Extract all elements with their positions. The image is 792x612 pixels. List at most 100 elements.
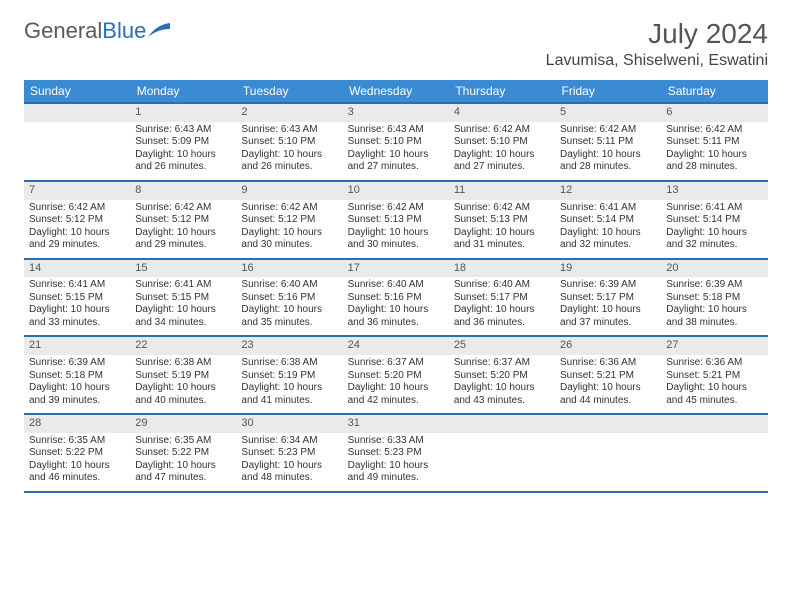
- day-details: Sunrise: 6:41 AMSunset: 5:14 PMDaylight:…: [555, 200, 661, 258]
- calendar-cell: 23Sunrise: 6:38 AMSunset: 5:19 PMDayligh…: [236, 336, 342, 414]
- day-details: Sunrise: 6:34 AMSunset: 5:23 PMDaylight:…: [236, 433, 342, 491]
- calendar-cell: 18Sunrise: 6:40 AMSunset: 5:17 PMDayligh…: [449, 259, 555, 337]
- day-details: Sunrise: 6:39 AMSunset: 5:18 PMDaylight:…: [661, 277, 767, 335]
- day-details: Sunrise: 6:41 AMSunset: 5:15 PMDaylight:…: [24, 277, 130, 335]
- day-details: Sunrise: 6:42 AMSunset: 5:12 PMDaylight:…: [130, 200, 236, 258]
- daylight-line: Daylight: 10 hours and 48 minutes.: [241, 460, 337, 485]
- calendar-cell: 5Sunrise: 6:42 AMSunset: 5:11 PMDaylight…: [555, 103, 661, 181]
- calendar-cell: 26Sunrise: 6:36 AMSunset: 5:21 PMDayligh…: [555, 336, 661, 414]
- sunset-line: Sunset: 5:11 PM: [560, 136, 656, 149]
- calendar-cell: 12Sunrise: 6:41 AMSunset: 5:14 PMDayligh…: [555, 181, 661, 259]
- sunrise-line: Sunrise: 6:42 AM: [454, 124, 550, 137]
- weekday-header: Thursday: [449, 80, 555, 103]
- day-details: Sunrise: 6:36 AMSunset: 5:21 PMDaylight:…: [555, 355, 661, 413]
- sunrise-line: Sunrise: 6:39 AM: [560, 279, 656, 292]
- daylight-line: Daylight: 10 hours and 47 minutes.: [135, 460, 231, 485]
- calendar-cell: 31Sunrise: 6:33 AMSunset: 5:23 PMDayligh…: [343, 414, 449, 492]
- month-title: July 2024: [546, 18, 768, 50]
- sunrise-line: Sunrise: 6:41 AM: [560, 202, 656, 215]
- sunrise-line: Sunrise: 6:42 AM: [348, 202, 444, 215]
- daylight-line: Daylight: 10 hours and 39 minutes.: [29, 382, 125, 407]
- calendar-cell: [555, 414, 661, 492]
- sunset-line: Sunset: 5:17 PM: [454, 292, 550, 305]
- sunset-line: Sunset: 5:15 PM: [135, 292, 231, 305]
- day-number: 31: [343, 415, 449, 433]
- day-details: [449, 433, 555, 441]
- sunset-line: Sunset: 5:16 PM: [241, 292, 337, 305]
- sunset-line: Sunset: 5:14 PM: [666, 214, 762, 227]
- day-details: Sunrise: 6:36 AMSunset: 5:21 PMDaylight:…: [661, 355, 767, 413]
- sunset-line: Sunset: 5:15 PM: [29, 292, 125, 305]
- sunrise-line: Sunrise: 6:39 AM: [666, 279, 762, 292]
- day-details: Sunrise: 6:42 AMSunset: 5:12 PMDaylight:…: [24, 200, 130, 258]
- calendar-table: SundayMondayTuesdayWednesdayThursdayFrid…: [24, 80, 768, 493]
- calendar-cell: 30Sunrise: 6:34 AMSunset: 5:23 PMDayligh…: [236, 414, 342, 492]
- daylight-line: Daylight: 10 hours and 29 minutes.: [135, 227, 231, 252]
- sunrise-line: Sunrise: 6:42 AM: [454, 202, 550, 215]
- day-number: 14: [24, 260, 130, 278]
- calendar-cell: 21Sunrise: 6:39 AMSunset: 5:18 PMDayligh…: [24, 336, 130, 414]
- sunrise-line: Sunrise: 6:41 AM: [135, 279, 231, 292]
- day-details: Sunrise: 6:39 AMSunset: 5:18 PMDaylight:…: [24, 355, 130, 413]
- weekday-header: Wednesday: [343, 80, 449, 103]
- sunrise-line: Sunrise: 6:37 AM: [348, 357, 444, 370]
- day-details: Sunrise: 6:41 AMSunset: 5:15 PMDaylight:…: [130, 277, 236, 335]
- sunset-line: Sunset: 5:19 PM: [241, 370, 337, 383]
- sunset-line: Sunset: 5:13 PM: [348, 214, 444, 227]
- day-number: 23: [236, 337, 342, 355]
- day-number: 8: [130, 182, 236, 200]
- day-number: 21: [24, 337, 130, 355]
- daylight-line: Daylight: 10 hours and 26 minutes.: [135, 149, 231, 174]
- sunset-line: Sunset: 5:18 PM: [29, 370, 125, 383]
- daylight-line: Daylight: 10 hours and 46 minutes.: [29, 460, 125, 485]
- day-number: 2: [236, 104, 342, 122]
- sunset-line: Sunset: 5:09 PM: [135, 136, 231, 149]
- daylight-line: Daylight: 10 hours and 29 minutes.: [29, 227, 125, 252]
- logo: GeneralBlue: [24, 18, 170, 44]
- calendar-row: 28Sunrise: 6:35 AMSunset: 5:22 PMDayligh…: [24, 414, 768, 492]
- sunset-line: Sunset: 5:21 PM: [560, 370, 656, 383]
- day-number: 7: [24, 182, 130, 200]
- day-number: 27: [661, 337, 767, 355]
- sunset-line: Sunset: 5:10 PM: [241, 136, 337, 149]
- day-details: Sunrise: 6:38 AMSunset: 5:19 PMDaylight:…: [236, 355, 342, 413]
- title-block: July 2024 Lavumisa, Shiselweni, Eswatini: [546, 18, 768, 70]
- calendar-cell: 20Sunrise: 6:39 AMSunset: 5:18 PMDayligh…: [661, 259, 767, 337]
- daylight-line: Daylight: 10 hours and 44 minutes.: [560, 382, 656, 407]
- calendar-row: 1Sunrise: 6:43 AMSunset: 5:09 PMDaylight…: [24, 103, 768, 181]
- daylight-line: Daylight: 10 hours and 36 minutes.: [454, 304, 550, 329]
- daylight-line: Daylight: 10 hours and 26 minutes.: [241, 149, 337, 174]
- sunset-line: Sunset: 5:20 PM: [454, 370, 550, 383]
- calendar-cell: [661, 414, 767, 492]
- calendar-cell: 17Sunrise: 6:40 AMSunset: 5:16 PMDayligh…: [343, 259, 449, 337]
- sunrise-line: Sunrise: 6:43 AM: [348, 124, 444, 137]
- sunset-line: Sunset: 5:22 PM: [29, 447, 125, 460]
- calendar-cell: [449, 414, 555, 492]
- calendar-cell: 16Sunrise: 6:40 AMSunset: 5:16 PMDayligh…: [236, 259, 342, 337]
- sunrise-line: Sunrise: 6:42 AM: [29, 202, 125, 215]
- logo-text-blue: Blue: [102, 18, 146, 44]
- day-number: 25: [449, 337, 555, 355]
- calendar-cell: 1Sunrise: 6:43 AMSunset: 5:09 PMDaylight…: [130, 103, 236, 181]
- sunset-line: Sunset: 5:10 PM: [348, 136, 444, 149]
- sunset-line: Sunset: 5:16 PM: [348, 292, 444, 305]
- sunrise-line: Sunrise: 6:42 AM: [560, 124, 656, 137]
- daylight-line: Daylight: 10 hours and 28 minutes.: [560, 149, 656, 174]
- calendar-head: SundayMondayTuesdayWednesdayThursdayFrid…: [24, 80, 768, 103]
- daylight-line: Daylight: 10 hours and 33 minutes.: [29, 304, 125, 329]
- daylight-line: Daylight: 10 hours and 36 minutes.: [348, 304, 444, 329]
- day-details: Sunrise: 6:40 AMSunset: 5:16 PMDaylight:…: [343, 277, 449, 335]
- daylight-line: Daylight: 10 hours and 32 minutes.: [666, 227, 762, 252]
- daylight-line: Daylight: 10 hours and 31 minutes.: [454, 227, 550, 252]
- sunset-line: Sunset: 5:13 PM: [454, 214, 550, 227]
- sunrise-line: Sunrise: 6:35 AM: [29, 435, 125, 448]
- calendar-cell: [24, 103, 130, 181]
- calendar-cell: 6Sunrise: 6:42 AMSunset: 5:11 PMDaylight…: [661, 103, 767, 181]
- day-number: 1: [130, 104, 236, 122]
- sunset-line: Sunset: 5:20 PM: [348, 370, 444, 383]
- calendar-body: 1Sunrise: 6:43 AMSunset: 5:09 PMDaylight…: [24, 103, 768, 492]
- daylight-line: Daylight: 10 hours and 38 minutes.: [666, 304, 762, 329]
- calendar-cell: 9Sunrise: 6:42 AMSunset: 5:12 PMDaylight…: [236, 181, 342, 259]
- day-details: Sunrise: 6:40 AMSunset: 5:17 PMDaylight:…: [449, 277, 555, 335]
- daylight-line: Daylight: 10 hours and 49 minutes.: [348, 460, 444, 485]
